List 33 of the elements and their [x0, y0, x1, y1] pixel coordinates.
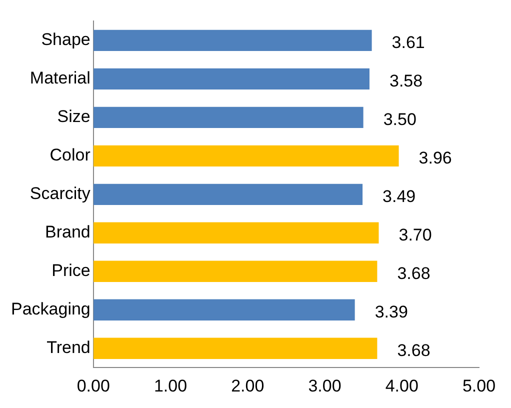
x-tick-label: 2.00	[231, 376, 264, 396]
x-tick-label: 3.00	[308, 376, 342, 396]
bar	[93, 222, 379, 244]
bar	[93, 299, 355, 320]
data-label: 3.61	[392, 33, 425, 52]
bar	[93, 68, 370, 90]
bar	[93, 260, 378, 282]
bar	[93, 338, 378, 359]
y-tick-label: Size	[57, 107, 90, 126]
x-tick-label: 0.00	[76, 376, 110, 396]
bar	[93, 184, 363, 205]
data-label: 3.68	[397, 264, 430, 284]
bar	[93, 106, 364, 128]
x-tick-label: 5.00	[462, 376, 496, 396]
data-label: 3.70	[398, 226, 432, 245]
data-label: 3.39	[374, 302, 408, 322]
y-tick-label: Price	[52, 261, 90, 280]
data-label: 3.50	[383, 110, 416, 130]
y-tick-label: Packaging	[11, 300, 90, 319]
data-label: 3.96	[418, 148, 452, 168]
y-tick-label: Scarcity	[30, 184, 91, 204]
y-tick-label: Trend	[46, 338, 90, 358]
y-tick-label: Material	[30, 68, 90, 88]
bar	[93, 30, 372, 52]
y-tick-label: Shape	[41, 30, 90, 50]
bar	[93, 145, 399, 166]
y-tick-label: Brand	[45, 222, 90, 242]
data-label: 3.49	[382, 187, 416, 206]
data-label: 3.58	[389, 72, 423, 91]
x-tick-label: 4.00	[385, 376, 418, 396]
y-tick-label: Color	[50, 146, 91, 165]
x-tick-label: 1.00	[154, 376, 188, 396]
data-label: 3.68	[397, 341, 430, 360]
